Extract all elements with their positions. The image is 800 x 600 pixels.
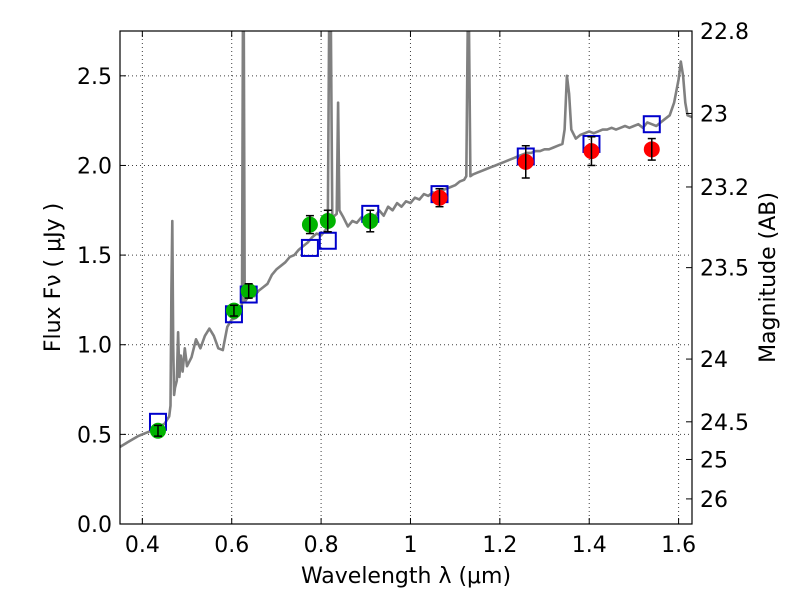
y-tick-label: 0.5: [77, 423, 112, 448]
y-tick-label: 1.5: [77, 244, 112, 269]
x-tick-label: 1.2: [482, 533, 517, 558]
right-axis-ticks: 22.8 23 23.2 23.5 24 24.5 25 26: [686, 20, 749, 513]
y-tick-label: 1.0: [77, 334, 112, 359]
right-tick-label: 24: [700, 348, 728, 373]
model-spectrum-line: [120, 31, 692, 449]
x-tick-label: 0.4: [125, 533, 160, 558]
photometry-points: [148, 115, 661, 439]
plot-frame: [119, 30, 693, 525]
model-photometry-square: [642, 115, 661, 134]
x-tick-label: 0.6: [214, 533, 249, 558]
y-tick-label: 0.0: [77, 513, 112, 538]
x-axis-title: Wavelength λ (μm): [301, 564, 511, 589]
model-spectrum: [120, 31, 692, 449]
right-tick-label: 25: [700, 448, 728, 473]
model-photometry-square: [300, 238, 319, 257]
x-axis-ticks: 0.4 0.6 0.8 1 1.2 1.4 1.6: [125, 31, 696, 558]
x-tick-label: 1.6: [661, 533, 696, 558]
right-axis-title: Magnitude (AB): [756, 192, 781, 363]
right-tick-label: 23: [700, 102, 728, 127]
right-tick-label: 22.8: [700, 20, 749, 45]
grid: [120, 31, 692, 524]
right-tick-label: 23.2: [700, 176, 749, 201]
y-axis-ticks: 0.0 0.5 1.0 1.5 2.0 2.5: [77, 65, 126, 538]
x-tick-label: 1.4: [572, 533, 607, 558]
right-tick-label: 24.5: [700, 411, 749, 436]
y-axis-title: Flux Fν ( μJy ): [41, 203, 66, 352]
model-photometry-square: [318, 231, 337, 250]
y-tick-label: 2.0: [77, 154, 112, 179]
y-tick-label: 2.5: [77, 65, 112, 90]
x-tick-label: 0.8: [304, 533, 339, 558]
x-tick-label: 1: [403, 533, 417, 558]
right-tick-label: 26: [700, 488, 728, 513]
right-tick-label: 23.5: [700, 257, 749, 282]
